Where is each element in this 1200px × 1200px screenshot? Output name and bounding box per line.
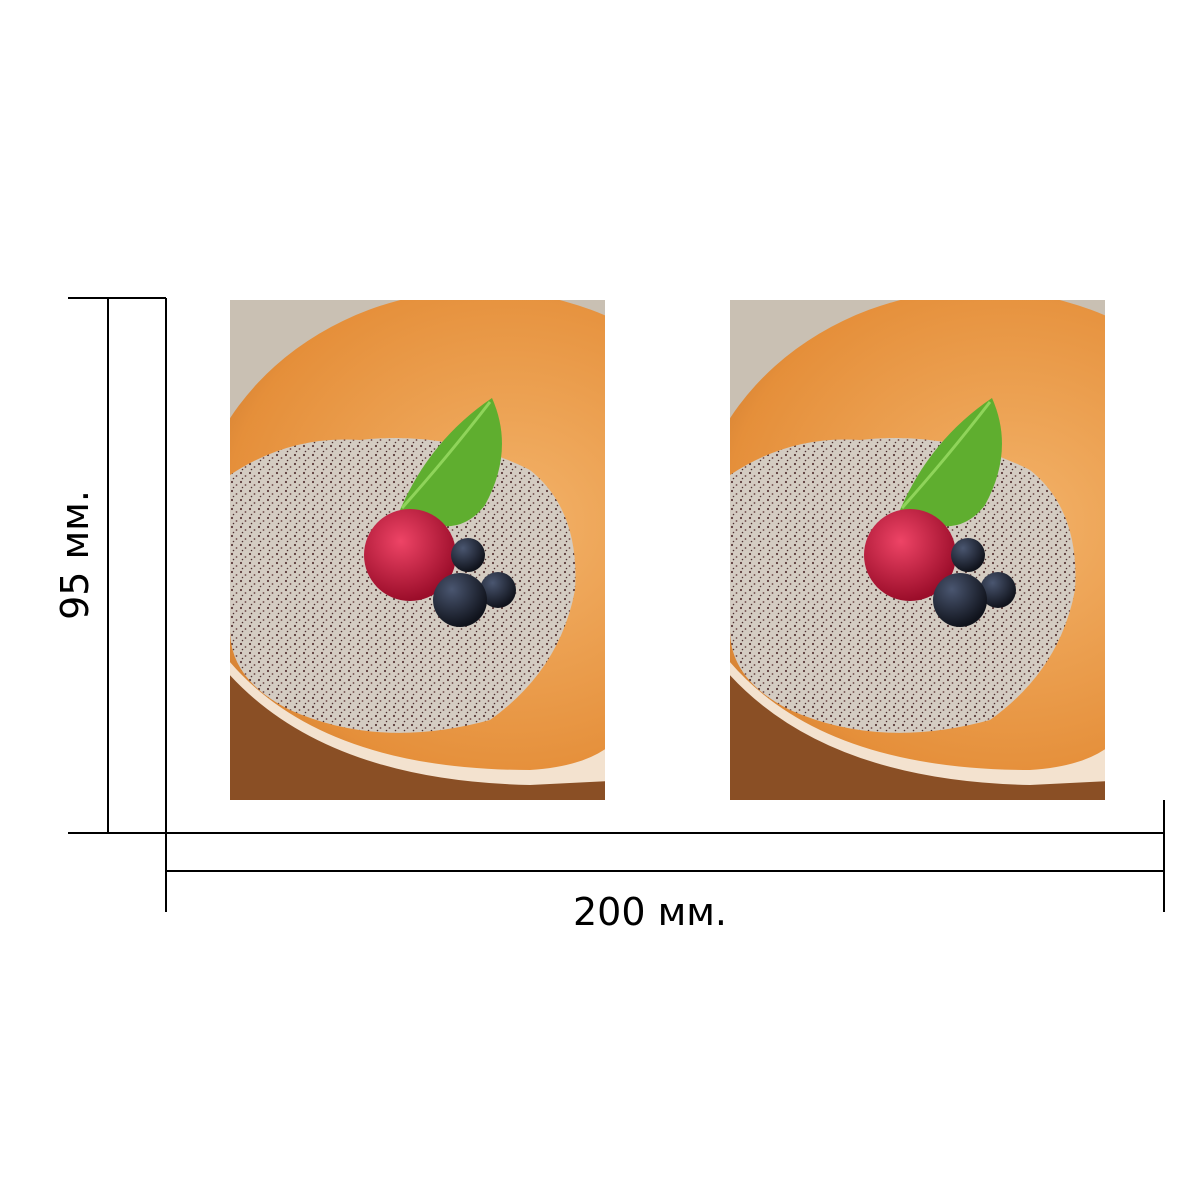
porridge-bowl-icon <box>230 300 605 800</box>
width-dimension-label: 200 мм. <box>572 890 728 934</box>
porridge-bowl-icon <box>730 300 1105 800</box>
height-dimension-label: 95 мм. <box>53 490 97 620</box>
right-photo <box>730 300 1105 800</box>
left-photo <box>230 300 605 800</box>
